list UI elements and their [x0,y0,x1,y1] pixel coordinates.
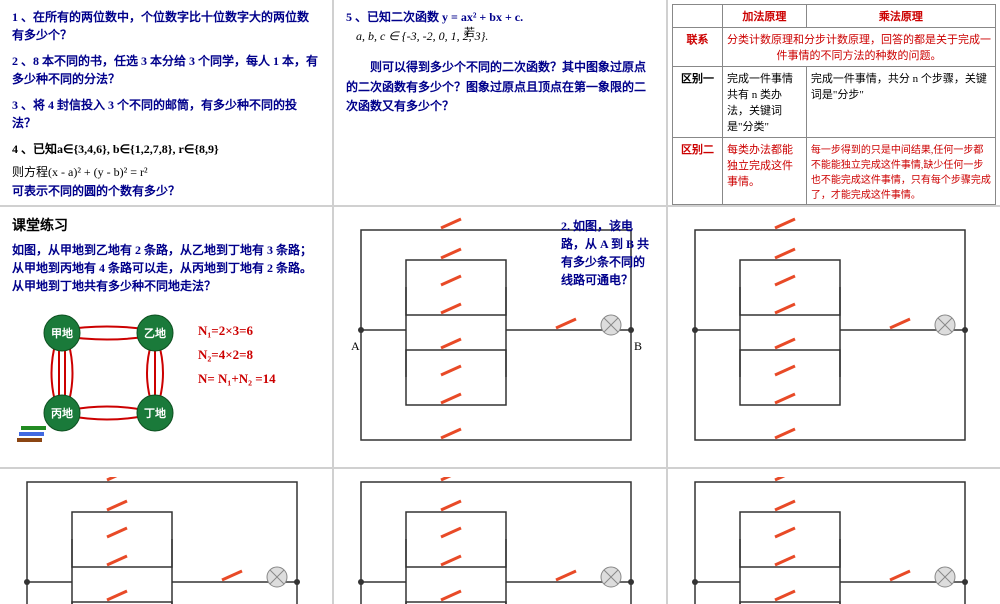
cell-circuit-4 [334,469,666,604]
circuit-problem: 2. 如图，该电路，从 A 到 B 共有多少条不同的线路可通电？ [561,217,651,289]
circuit-diagram-4 [346,477,646,604]
cell-circuit-2 [668,207,1000,467]
cell-route-problem: 课堂练习 如图，从甲地到乙地有 2 条路，从乙地到丁地有 3 条路；从甲地到丙地… [0,207,332,467]
cell-circuit-1: 2. 如图，该电路，从 A 到 B 共有多少条不同的线路可通电？ A B [334,207,666,467]
q1: 1 、在所有的两位数中，个位数字比十位数字大的两位数有多少个？ [12,8,320,44]
q4b: 则方程(x - a)² + (y - b)² = r² [12,163,320,180]
svg-text:丁地: 丁地 [144,406,166,420]
table-row: 区别一 完成一件事情共有 n 类办法，关键词是"分类" 完成一件事情，共分 n … [673,67,996,138]
circuit-diagram-5 [680,477,980,604]
q4c: 可表示不同的圆的个数有多少？ [12,182,320,200]
table-header-row: 加法原理 乘法原理 [673,5,996,28]
calc-2: N₂=4×2=8 [198,347,276,363]
svg-text:甲地: 甲地 [51,326,73,340]
q5-l2: a, b, c ∈ {-3, -2, 0, 1, 2, 3}. 若 [356,27,654,46]
col-addition: 加法原理 [723,5,807,28]
principle-table: 加法原理 乘法原理 联系 分类计数原理和分步计数原理，回答的都是关于完成一件事情… [672,4,996,205]
cell-circuit-3 [0,469,332,604]
svg-text:A: A [351,339,360,353]
cell-table: 加法原理 乘法原理 联系 分类计数原理和分步计数原理，回答的都是关于完成一件事情… [668,0,1000,205]
table-row: 联系 分类计数原理和分步计数原理，回答的都是关于完成一件事情的不同方法的种数的问… [673,28,996,67]
col-multiplication: 乘法原理 [806,5,995,28]
calc-1: N₁=2×3=6 [198,323,276,339]
circuit-diagram-2 [680,215,980,455]
table-row: 区别二 每类办法都能独立完成这件事情。 每一步得到的只是中间结果,任何一步都不能… [673,138,996,205]
q2: 2 、8 本不同的书，任选 3 本分给 3 个同学，每人 1 本，有多少种不同的… [12,52,320,88]
q5-l1: 5 、已知二次函数 y = ax² + bx + c. [346,8,654,27]
svg-text:丙地: 丙地 [51,406,73,420]
svg-text:乙地: 乙地 [144,326,166,340]
q3: 3 、将 4 封信投入 3 个不同的邮筒，有多少种不同的投法？ [12,96,320,132]
svg-text:B: B [634,339,642,353]
cell-questions: 1 、在所有的两位数中，个位数字比十位数字大的两位数有多少个？ 2 、8 本不同… [0,0,332,205]
q4: 4 、已知a∈{3,4,6}, b∈{1,2,7,8}, r∈{8,9} [12,140,320,157]
q5-l3: 则可以得到多少个不同的二次函数？其中图象过原点的二次函数有多少个？图象过原点且顶… [346,58,654,116]
calc-3: N= N₁+N₂ =14 [198,371,276,387]
section-title: 课堂练习 [12,215,320,235]
cell-circuit-5 [668,469,1000,604]
cell-q5: 5 、已知二次函数 y = ax² + bx + c. a, b, c ∈ {-… [334,0,666,205]
circuit-diagram-3 [12,477,312,604]
table-row: 区别三 各类办法是互斥的、并列的、独立的 各步之间是相关联的 [673,205,996,206]
route-diagram: 甲地 乙地 丙地 丁地 [12,303,192,453]
route-problem: 如图，从甲地到乙地有 2 条路，从乙地到丁地有 3 条路；从甲地到丙地有 4 条… [12,241,320,295]
